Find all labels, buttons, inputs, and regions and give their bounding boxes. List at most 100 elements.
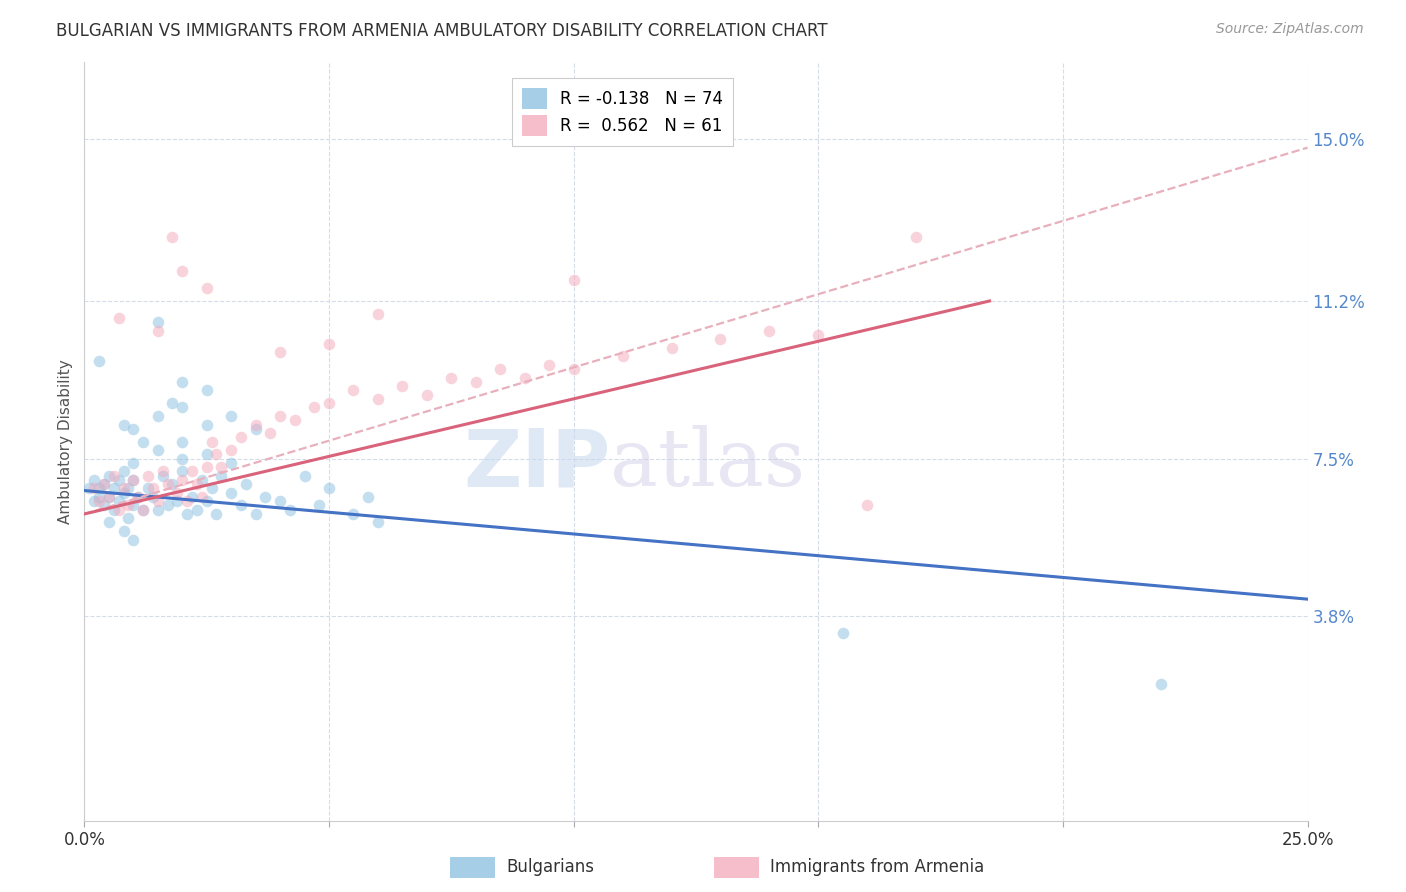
Point [77, 482, 100, 496]
Point [195, 417, 218, 432]
Text: Bulgarians: Bulgarians [506, 858, 595, 877]
Point [103, 502, 125, 516]
Point [308, 499, 330, 513]
Point [107, 494, 129, 508]
Point [83, 494, 105, 508]
Point [112, 464, 135, 478]
Point [191, 473, 214, 487]
Point [146, 315, 169, 329]
Point [112, 482, 135, 496]
Point [132, 502, 155, 516]
Point [195, 447, 218, 461]
Point [209, 460, 232, 475]
Point [612, 349, 634, 363]
Point [200, 482, 222, 496]
Point [259, 425, 281, 440]
Point [156, 477, 179, 491]
Point [122, 473, 145, 487]
Point [112, 485, 135, 500]
Point [195, 384, 218, 398]
Point [97, 468, 120, 483]
Text: Immigrants from Armenia: Immigrants from Armenia [770, 858, 984, 877]
Point [195, 281, 218, 295]
Point [205, 447, 228, 461]
Point [122, 473, 145, 487]
Point [136, 482, 159, 496]
Point [122, 499, 145, 513]
Point [103, 482, 125, 496]
Point [103, 468, 125, 483]
Point [93, 499, 115, 513]
Point [172, 434, 194, 449]
Point [112, 417, 135, 432]
Point [367, 516, 389, 530]
Point [107, 311, 129, 326]
Point [107, 473, 129, 487]
Point [172, 451, 194, 466]
Point [93, 477, 115, 491]
Point [166, 485, 188, 500]
Point [367, 307, 389, 321]
Point [219, 443, 242, 458]
Point [172, 264, 194, 278]
Point [807, 328, 830, 343]
Point [464, 375, 486, 389]
Point [97, 490, 120, 504]
Point [87, 482, 110, 496]
Point [318, 482, 340, 496]
Text: ZIP: ZIP [463, 425, 610, 503]
Point [152, 464, 174, 478]
Point [219, 485, 242, 500]
Point [195, 494, 218, 508]
Point [146, 324, 169, 338]
Point [172, 401, 194, 415]
Point [219, 456, 242, 470]
Point [538, 358, 561, 372]
Point [191, 490, 214, 504]
Point [142, 490, 165, 504]
Point [195, 460, 218, 475]
Point [122, 422, 145, 436]
Point [342, 384, 364, 398]
Point [162, 477, 184, 491]
Point [219, 409, 242, 423]
Point [181, 490, 204, 504]
Point [235, 477, 257, 491]
Point [122, 533, 145, 547]
Point [172, 473, 194, 487]
Point [318, 396, 340, 410]
Point [758, 324, 780, 338]
Point [127, 490, 149, 504]
Point [229, 430, 252, 444]
Point [440, 370, 463, 384]
Point [831, 626, 853, 640]
Point [117, 499, 139, 513]
Point [117, 511, 139, 525]
Point [136, 468, 159, 483]
Point [562, 362, 585, 376]
Point [709, 332, 731, 346]
Point [357, 490, 380, 504]
Point [367, 392, 389, 406]
Point [304, 401, 326, 415]
Bar [450, 856, 495, 879]
Text: BULGARIAN VS IMMIGRANTS FROM ARMENIA AMBULATORY DISABILITY CORRELATION CHART: BULGARIAN VS IMMIGRANTS FROM ARMENIA AMB… [56, 22, 828, 40]
Point [209, 468, 232, 483]
Point [905, 230, 928, 244]
Point [416, 387, 439, 401]
Point [176, 494, 198, 508]
Point [83, 473, 105, 487]
Point [87, 490, 110, 504]
Point [87, 494, 110, 508]
Point [107, 502, 129, 516]
Point [156, 499, 179, 513]
Point [162, 396, 184, 410]
Point [117, 482, 139, 496]
Point [489, 362, 512, 376]
Text: atlas: atlas [610, 425, 806, 503]
Point [176, 507, 198, 521]
Point [166, 494, 188, 508]
Point [200, 434, 222, 449]
Point [132, 502, 155, 516]
Point [87, 353, 110, 368]
